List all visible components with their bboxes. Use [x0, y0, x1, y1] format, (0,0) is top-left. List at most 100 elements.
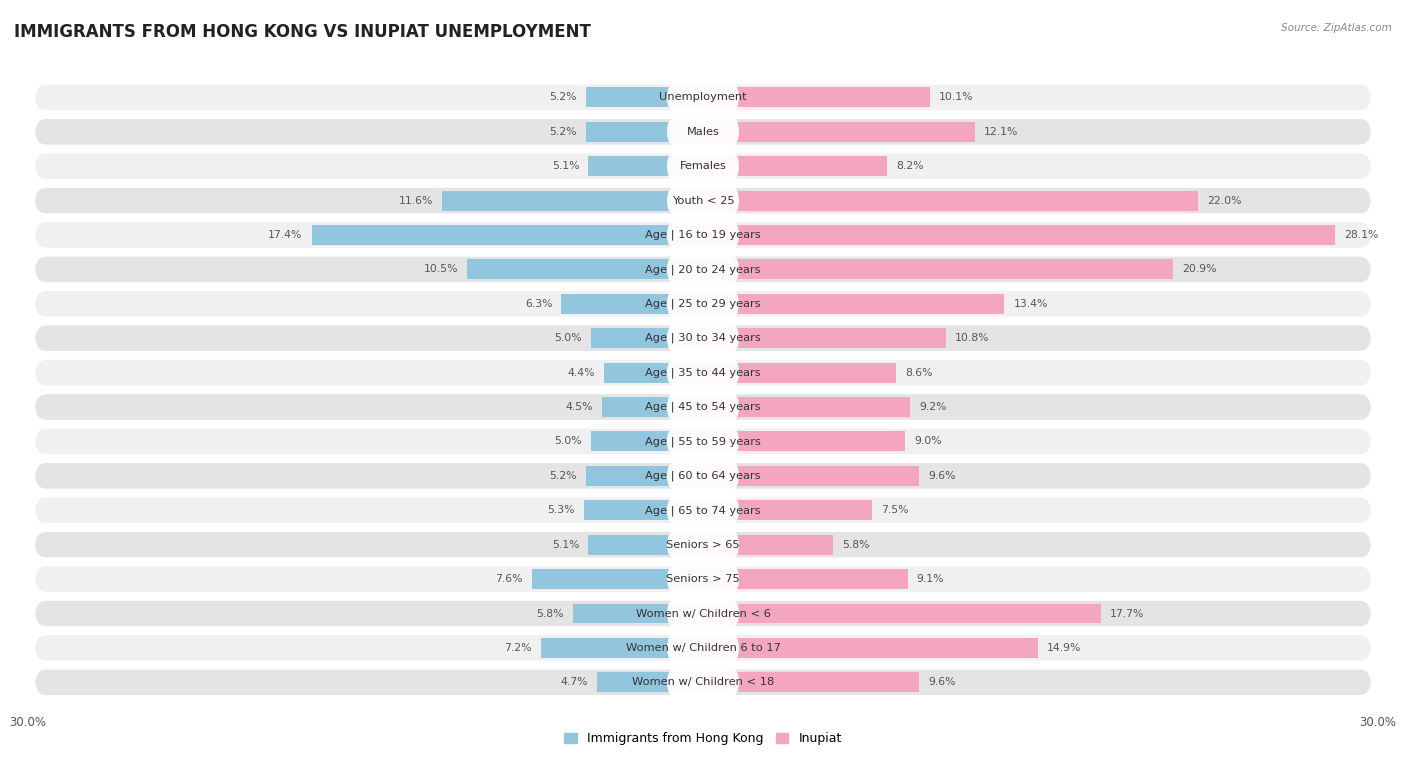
- FancyBboxPatch shape: [35, 497, 1371, 523]
- Bar: [703, 122, 976, 142]
- Text: 5.3%: 5.3%: [547, 505, 575, 516]
- Text: Age | 16 to 19 years: Age | 16 to 19 years: [645, 230, 761, 240]
- Bar: [591, 431, 703, 451]
- FancyBboxPatch shape: [666, 600, 740, 628]
- Bar: [441, 191, 703, 210]
- Text: 5.2%: 5.2%: [550, 471, 576, 481]
- Text: 28.1%: 28.1%: [1344, 230, 1378, 240]
- Bar: [541, 638, 703, 658]
- Text: 17.4%: 17.4%: [269, 230, 302, 240]
- Bar: [598, 672, 703, 693]
- Bar: [703, 500, 872, 520]
- FancyBboxPatch shape: [35, 635, 1371, 661]
- FancyBboxPatch shape: [666, 565, 740, 593]
- Bar: [588, 534, 703, 555]
- Text: 11.6%: 11.6%: [399, 195, 433, 206]
- Text: 5.1%: 5.1%: [551, 161, 579, 171]
- FancyBboxPatch shape: [35, 463, 1371, 488]
- Text: Unemployment: Unemployment: [659, 92, 747, 102]
- Bar: [703, 672, 920, 693]
- FancyBboxPatch shape: [35, 670, 1371, 695]
- FancyBboxPatch shape: [666, 117, 740, 146]
- Text: Women w/ Children < 6: Women w/ Children < 6: [636, 609, 770, 618]
- Bar: [586, 466, 703, 486]
- Text: Age | 25 to 29 years: Age | 25 to 29 years: [645, 298, 761, 309]
- Text: 9.6%: 9.6%: [928, 678, 956, 687]
- FancyBboxPatch shape: [666, 393, 740, 421]
- Text: 4.5%: 4.5%: [565, 402, 593, 412]
- FancyBboxPatch shape: [35, 326, 1371, 351]
- FancyBboxPatch shape: [35, 394, 1371, 420]
- FancyBboxPatch shape: [35, 360, 1371, 385]
- Text: 5.8%: 5.8%: [536, 609, 564, 618]
- FancyBboxPatch shape: [666, 290, 740, 318]
- FancyBboxPatch shape: [35, 119, 1371, 145]
- Bar: [531, 569, 703, 589]
- Text: 4.4%: 4.4%: [568, 368, 595, 378]
- Bar: [703, 569, 908, 589]
- Bar: [703, 329, 946, 348]
- Text: 7.2%: 7.2%: [505, 643, 531, 653]
- Text: 5.1%: 5.1%: [551, 540, 579, 550]
- Text: Women w/ Children 6 to 17: Women w/ Children 6 to 17: [626, 643, 780, 653]
- Text: 9.1%: 9.1%: [917, 574, 945, 584]
- Text: 13.4%: 13.4%: [1014, 299, 1047, 309]
- Bar: [602, 397, 703, 417]
- Bar: [703, 397, 910, 417]
- FancyBboxPatch shape: [35, 257, 1371, 282]
- Text: Age | 30 to 34 years: Age | 30 to 34 years: [645, 333, 761, 344]
- Text: Youth < 25: Youth < 25: [672, 195, 734, 206]
- Text: Age | 35 to 44 years: Age | 35 to 44 years: [645, 367, 761, 378]
- Legend: Immigrants from Hong Kong, Inupiat: Immigrants from Hong Kong, Inupiat: [560, 727, 846, 750]
- Text: 17.7%: 17.7%: [1111, 609, 1144, 618]
- Text: 20.9%: 20.9%: [1182, 264, 1216, 275]
- Bar: [703, 191, 1198, 210]
- FancyBboxPatch shape: [666, 668, 740, 696]
- Text: 4.7%: 4.7%: [561, 678, 588, 687]
- FancyBboxPatch shape: [666, 634, 740, 662]
- Text: Seniors > 75: Seniors > 75: [666, 574, 740, 584]
- FancyBboxPatch shape: [35, 223, 1371, 248]
- Bar: [586, 87, 703, 107]
- FancyBboxPatch shape: [666, 255, 740, 284]
- Bar: [703, 431, 905, 451]
- Bar: [561, 294, 703, 314]
- Text: Age | 65 to 74 years: Age | 65 to 74 years: [645, 505, 761, 516]
- FancyBboxPatch shape: [35, 428, 1371, 454]
- FancyBboxPatch shape: [666, 359, 740, 387]
- Text: 5.2%: 5.2%: [550, 92, 576, 102]
- FancyBboxPatch shape: [35, 85, 1371, 110]
- Bar: [703, 638, 1038, 658]
- Text: 8.2%: 8.2%: [897, 161, 924, 171]
- Bar: [467, 260, 703, 279]
- Text: 5.0%: 5.0%: [554, 333, 582, 343]
- FancyBboxPatch shape: [35, 566, 1371, 592]
- Bar: [588, 156, 703, 176]
- Bar: [703, 260, 1173, 279]
- Bar: [312, 225, 703, 245]
- FancyBboxPatch shape: [666, 221, 740, 249]
- FancyBboxPatch shape: [666, 428, 740, 456]
- Bar: [591, 329, 703, 348]
- Text: Seniors > 65: Seniors > 65: [666, 540, 740, 550]
- FancyBboxPatch shape: [666, 496, 740, 525]
- Text: 10.8%: 10.8%: [955, 333, 990, 343]
- Bar: [583, 500, 703, 520]
- Bar: [703, 466, 920, 486]
- Text: 8.6%: 8.6%: [905, 368, 934, 378]
- FancyBboxPatch shape: [666, 83, 740, 111]
- Bar: [703, 156, 887, 176]
- FancyBboxPatch shape: [666, 186, 740, 215]
- FancyBboxPatch shape: [666, 462, 740, 490]
- Bar: [703, 225, 1336, 245]
- FancyBboxPatch shape: [666, 324, 740, 352]
- Text: 7.5%: 7.5%: [880, 505, 908, 516]
- Text: 5.2%: 5.2%: [550, 126, 576, 137]
- Text: 14.9%: 14.9%: [1047, 643, 1081, 653]
- Bar: [703, 603, 1101, 624]
- FancyBboxPatch shape: [666, 531, 740, 559]
- Text: 10.1%: 10.1%: [939, 92, 974, 102]
- Bar: [605, 363, 703, 382]
- Bar: [703, 294, 1004, 314]
- Text: 10.5%: 10.5%: [423, 264, 458, 275]
